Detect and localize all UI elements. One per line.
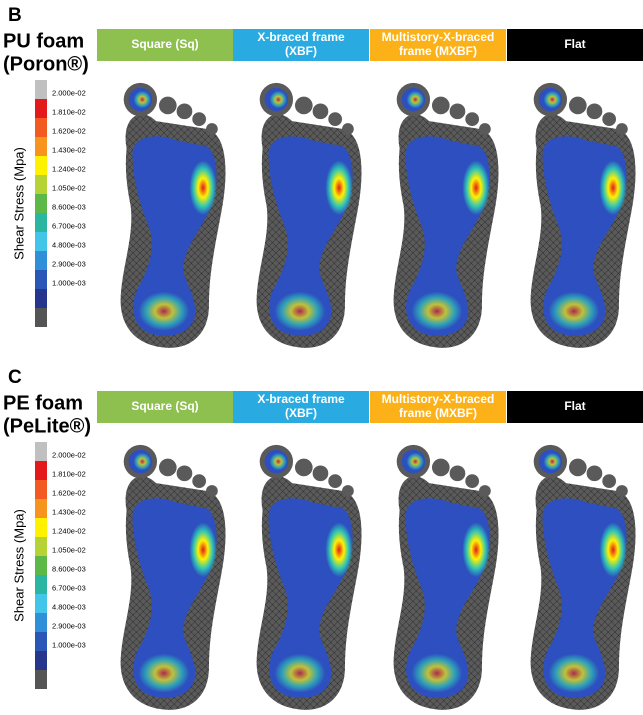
foot-contour	[394, 445, 499, 710]
colorbar-tick-label: 6.700e-03	[52, 583, 86, 592]
colorbar-segment	[35, 156, 47, 175]
column-header-text: frame (MXBF)	[399, 44, 477, 58]
colorbar-segment	[35, 289, 47, 308]
panel-letter: C	[8, 367, 22, 388]
colorbar-segment	[35, 556, 47, 575]
colorbar-segment	[35, 518, 47, 537]
colorbar-segment	[35, 80, 47, 99]
colorbar-segment	[35, 651, 47, 670]
colorbar-tick-label: 1.240e-02	[52, 164, 86, 173]
column-header-text: Square (Sq)	[131, 399, 198, 413]
colorbar-tick-label: 1.000e-03	[52, 640, 86, 649]
colorbar-segment	[35, 575, 47, 594]
panel-material: (PeLite®)	[3, 415, 91, 437]
colorbar-segment	[35, 442, 47, 461]
colorbar-segment	[35, 251, 47, 270]
colorbar-segment	[35, 270, 47, 289]
colorbar-tick-label: 1.000e-03	[52, 278, 86, 287]
colorbar-tick-label: 8.600e-03	[52, 564, 86, 573]
colorbar-tick-label: 2.000e-02	[52, 450, 86, 459]
foot-contour	[257, 445, 362, 710]
column-header-text: Square (Sq)	[131, 37, 198, 51]
colorbar-tick-label: 2.000e-02	[52, 88, 86, 97]
colorbar-tick-label: 2.900e-03	[52, 621, 86, 630]
foot-contour	[121, 83, 226, 348]
colorbar-segment	[35, 594, 47, 613]
colorbar-segment	[35, 670, 47, 689]
column-header-text: Flat	[564, 399, 585, 413]
colorbar-tick-label: 1.240e-02	[52, 526, 86, 535]
colorbar-segment	[35, 213, 47, 232]
colorbar-tick-label: 1.430e-02	[52, 507, 86, 516]
colorbar-label: Shear Stress (Mpa)	[11, 147, 26, 260]
foot-contour	[121, 445, 226, 710]
colorbar-tick-label: 2.900e-03	[52, 259, 86, 268]
column-header-text: frame (MXBF)	[399, 406, 477, 420]
colorbar-segment	[35, 118, 47, 137]
panel-material: (Poron®)	[3, 53, 89, 75]
foot-contour	[394, 83, 499, 348]
colorbar-segment	[35, 537, 47, 556]
colorbar-segment	[35, 632, 47, 651]
column-header-text: Multistory-X-braced	[382, 392, 495, 406]
colorbar-segment	[35, 194, 47, 213]
colorbar-tick-label: 6.700e-03	[52, 221, 86, 230]
colorbar-tick-label: 1.620e-02	[52, 488, 86, 497]
column-header-text: X-braced frame	[257, 392, 345, 406]
colorbar-tick-label: 1.810e-02	[52, 107, 86, 116]
colorbar-tick-label: 4.800e-03	[52, 602, 86, 611]
column-header-text: (XBF)	[285, 44, 317, 58]
column-header-text: Flat	[564, 37, 585, 51]
panel-title: PE foam	[3, 392, 83, 414]
colorbar-segment	[35, 137, 47, 156]
colorbar-segment	[35, 232, 47, 251]
column-header-text: (XBF)	[285, 406, 317, 420]
colorbar-label: Shear Stress (Mpa)	[11, 509, 26, 622]
colorbar-tick-label: 1.620e-02	[52, 126, 86, 135]
panel-title: PU foam	[3, 30, 84, 52]
colorbar-segment	[35, 499, 47, 518]
colorbar-tick-label: 1.050e-02	[52, 183, 86, 192]
colorbar-tick-label: 8.600e-03	[52, 202, 86, 211]
foot-contour	[257, 83, 362, 348]
colorbar-segment	[35, 175, 47, 194]
column-header-text: Multistory-X-braced	[382, 30, 495, 44]
foot-contour	[531, 83, 636, 348]
figure: B PU foam(Poron®) Square (Sq) X-braced fram…	[0, 0, 643, 715]
foot-contour	[531, 445, 636, 710]
colorbar-segment	[35, 480, 47, 499]
colorbar-segment	[35, 308, 47, 327]
colorbar-segment	[35, 461, 47, 480]
colorbar-segment	[35, 613, 47, 632]
column-header-text: X-braced frame	[257, 30, 345, 44]
colorbar-tick-label: 1.810e-02	[52, 469, 86, 478]
colorbar-tick-label: 1.050e-02	[52, 545, 86, 554]
panel-letter: B	[8, 5, 22, 26]
colorbar-segment	[35, 99, 47, 118]
colorbar-tick-label: 4.800e-03	[52, 240, 86, 249]
colorbar-tick-label: 1.430e-02	[52, 145, 86, 154]
